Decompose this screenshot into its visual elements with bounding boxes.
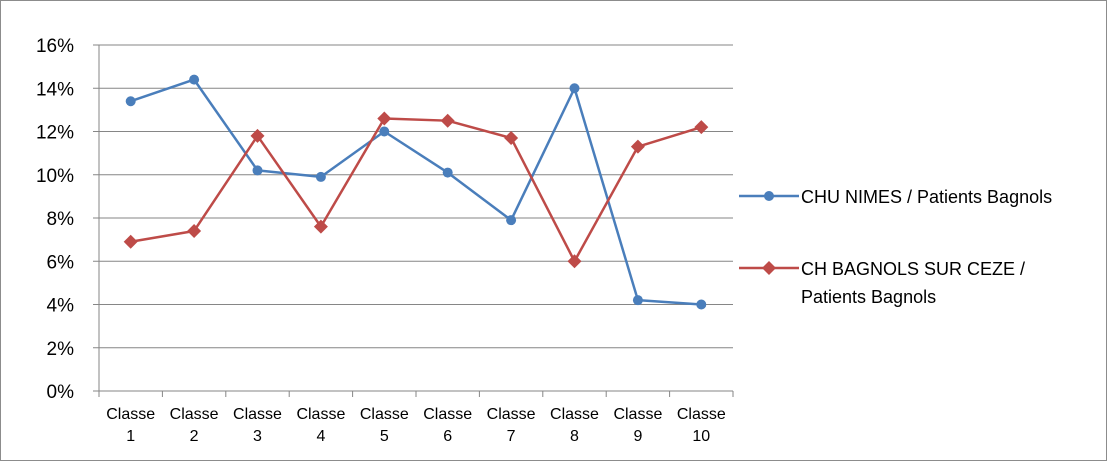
data-point bbox=[123, 234, 138, 249]
data-point bbox=[313, 219, 328, 234]
x-tick-label: Classe bbox=[360, 406, 409, 423]
data-point bbox=[125, 96, 136, 107]
y-tick-label: 2% bbox=[47, 339, 75, 360]
x-tick-label: 5 bbox=[380, 428, 389, 445]
data-point bbox=[252, 165, 263, 176]
x-tick-label: Classe bbox=[487, 406, 536, 423]
series-line bbox=[130, 117, 702, 263]
y-tick-label: 16% bbox=[36, 36, 74, 57]
x-tick-label: Classe bbox=[233, 406, 282, 423]
y-tick-label: 14% bbox=[36, 79, 74, 100]
x-tick-label: 6 bbox=[443, 428, 452, 445]
data-point bbox=[315, 171, 326, 182]
x-tick-label: Classe bbox=[613, 406, 662, 423]
data-point bbox=[567, 254, 582, 269]
data-point bbox=[632, 295, 643, 306]
data-point bbox=[630, 139, 645, 154]
legend-label: CH BAGNOLS SUR CEZE / bbox=[801, 259, 1025, 279]
legend-label: Patients Bagnols bbox=[801, 287, 936, 307]
data-point bbox=[504, 130, 519, 145]
y-tick-label: 10% bbox=[36, 166, 74, 187]
data-point bbox=[569, 83, 580, 94]
y-tick-label: 6% bbox=[47, 252, 75, 273]
legend-label: CHU NIMES / Patients Bagnols bbox=[801, 187, 1052, 207]
x-tick-label: 1 bbox=[126, 428, 135, 445]
x-tick-label: Classe bbox=[170, 406, 219, 423]
x-tick-label: Classe bbox=[550, 406, 599, 423]
legend-marker bbox=[762, 261, 776, 275]
series-line bbox=[130, 78, 702, 306]
y-tick-label: 4% bbox=[47, 296, 75, 317]
x-tick-label: Classe bbox=[106, 406, 155, 423]
y-tick-label: 8% bbox=[47, 209, 75, 230]
data-point bbox=[377, 111, 392, 126]
data-point bbox=[379, 126, 390, 137]
x-tick-label: 3 bbox=[253, 428, 262, 445]
data-point bbox=[440, 113, 455, 128]
data-point bbox=[506, 215, 517, 226]
x-tick-label: 2 bbox=[190, 428, 199, 445]
x-tick-label: 9 bbox=[633, 428, 642, 445]
legend-marker bbox=[764, 191, 774, 201]
x-tick-label: 10 bbox=[692, 428, 710, 445]
x-tick-label: 4 bbox=[316, 428, 325, 445]
x-tick-label: 8 bbox=[570, 428, 579, 445]
data-point bbox=[250, 128, 265, 143]
y-tick-label: 0% bbox=[47, 382, 75, 403]
y-tick-label: 12% bbox=[36, 123, 74, 144]
x-tick-label: Classe bbox=[296, 406, 345, 423]
data-point bbox=[187, 223, 202, 238]
data-point bbox=[696, 299, 707, 310]
x-tick-label: Classe bbox=[677, 406, 726, 423]
x-tick-label: Classe bbox=[423, 406, 472, 423]
data-point bbox=[189, 74, 200, 85]
data-point bbox=[694, 120, 709, 135]
x-tick-label: 7 bbox=[507, 428, 516, 445]
data-point bbox=[442, 167, 453, 178]
